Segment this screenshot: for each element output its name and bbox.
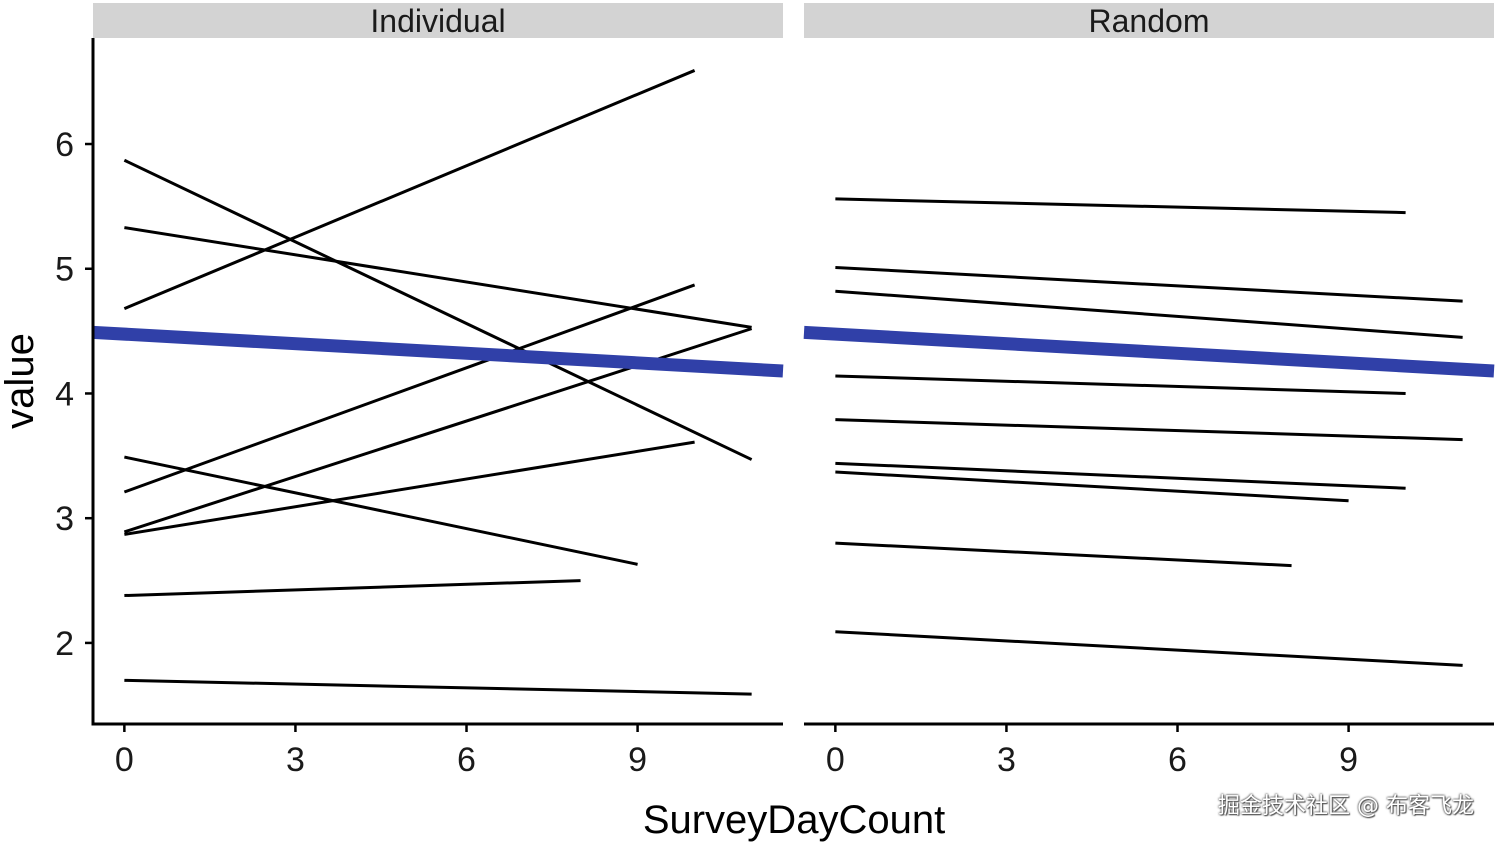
series-line-7 <box>835 470 1349 503</box>
x-axis-title: SurveyDayCount <box>643 798 945 842</box>
facet-strip <box>804 3 1494 38</box>
series-line-7 <box>124 455 638 566</box>
facet-strip-label: Individual <box>370 3 505 39</box>
y-tick-label: 3 <box>55 500 74 538</box>
watermark: 掘金技术社区 @ 布客飞龙 <box>1218 794 1474 819</box>
series-line-1 <box>123 158 753 461</box>
facet-strip-label: Random <box>1089 3 1210 39</box>
y-tick-label: 5 <box>55 251 74 289</box>
y-axis-title: value <box>0 333 42 429</box>
series-line-3 <box>835 289 1463 339</box>
x-tick-label: 9 <box>628 741 647 779</box>
x-tick-label: 3 <box>286 741 305 779</box>
series-line-4 <box>835 374 1406 395</box>
x-tick-label: 6 <box>457 741 476 779</box>
fit-line <box>92 325 784 378</box>
fit-line <box>803 325 1495 378</box>
series-line-2 <box>835 266 1463 303</box>
series-line-6 <box>835 461 1406 490</box>
series-line-3 <box>123 69 696 311</box>
y-axis: 2 3 4 5 6 <box>55 38 95 726</box>
y-tick-label: 4 <box>55 375 74 413</box>
series-line-9 <box>835 630 1463 667</box>
panel-random: Random 0 3 6 9 <box>803 3 1495 779</box>
x-tick-label: 3 <box>997 741 1016 779</box>
y-tick-label: 2 <box>55 625 74 663</box>
x-tick-label: 0 <box>826 741 845 779</box>
series-line-5 <box>835 418 1463 442</box>
panel-individual: Individual 0 3 6 9 <box>92 3 784 779</box>
series-line-2 <box>124 226 752 329</box>
chart-panels: Individual 0 3 6 9 Random 0 3 6 9 <box>92 3 1495 779</box>
x-tick-label: 0 <box>115 741 134 779</box>
series-line-6 <box>124 440 695 536</box>
y-tick-label: 6 <box>55 126 74 164</box>
x-tick-label: 6 <box>1168 741 1187 779</box>
series-line-8 <box>835 541 1292 568</box>
series-line-1 <box>835 197 1406 215</box>
series-line-4 <box>123 283 696 494</box>
facet-strip <box>93 3 783 38</box>
series-line-9 <box>124 678 752 696</box>
x-tick-label: 9 <box>1339 741 1358 779</box>
series-line-8 <box>124 579 581 598</box>
